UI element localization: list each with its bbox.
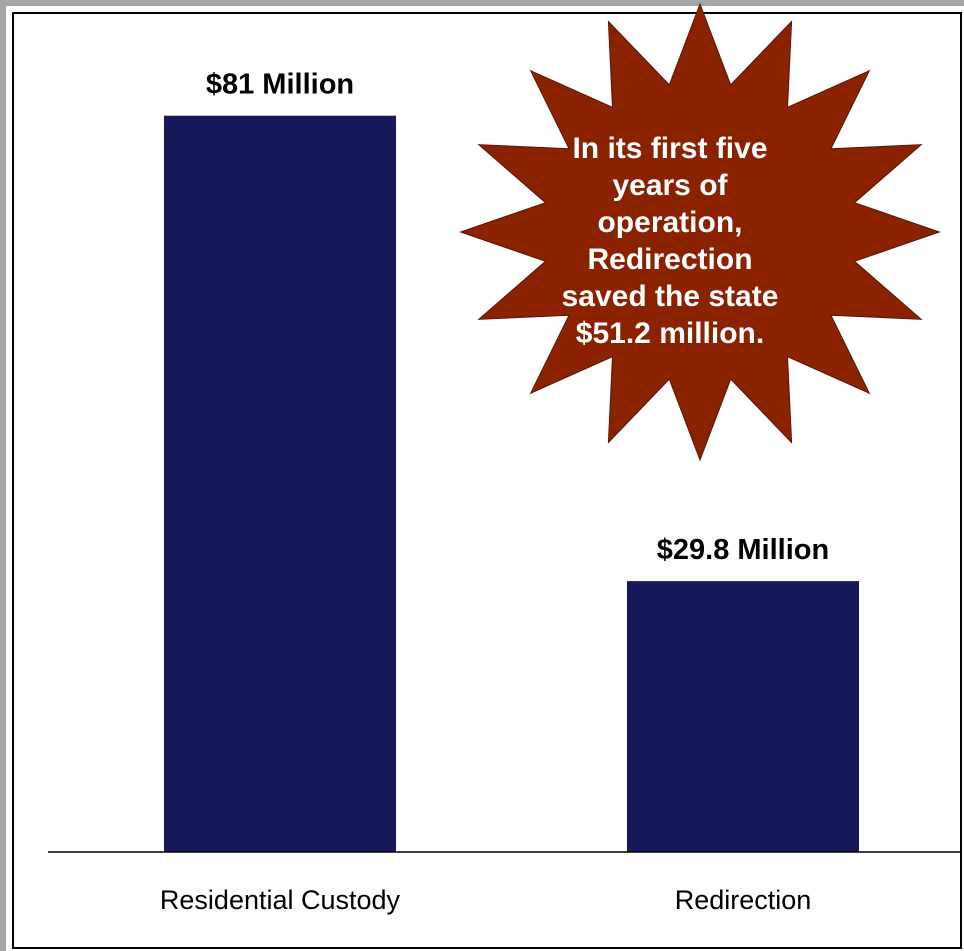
- annotation-line-2: years of operation,: [597, 169, 743, 239]
- starburst-annotation-text: In its first five years of operation, Re…: [540, 130, 800, 352]
- starburst-callout: [459, 2, 941, 462]
- annotation-line-3: Redirection: [587, 243, 753, 276]
- annotation-line-4: saved the state: [561, 280, 779, 313]
- value-label-1: $29.8 Million: [657, 534, 829, 566]
- value-label-0: $81 Million: [206, 69, 354, 101]
- bar-1: [627, 581, 859, 852]
- annotation-line-1: In its first five: [572, 132, 768, 165]
- bars-group: [164, 115, 859, 852]
- chart-border: [12, 12, 962, 949]
- annotation-line-5: $51.2 million.: [575, 317, 765, 350]
- category-labels-group: Residential Custody Redirection: [160, 885, 811, 915]
- category-label-0: Residential Custody: [160, 885, 401, 915]
- bar-0: [164, 115, 396, 852]
- value-labels-group: $81 Million $29.8 Million: [206, 69, 829, 566]
- category-label-1: Redirection: [675, 885, 812, 915]
